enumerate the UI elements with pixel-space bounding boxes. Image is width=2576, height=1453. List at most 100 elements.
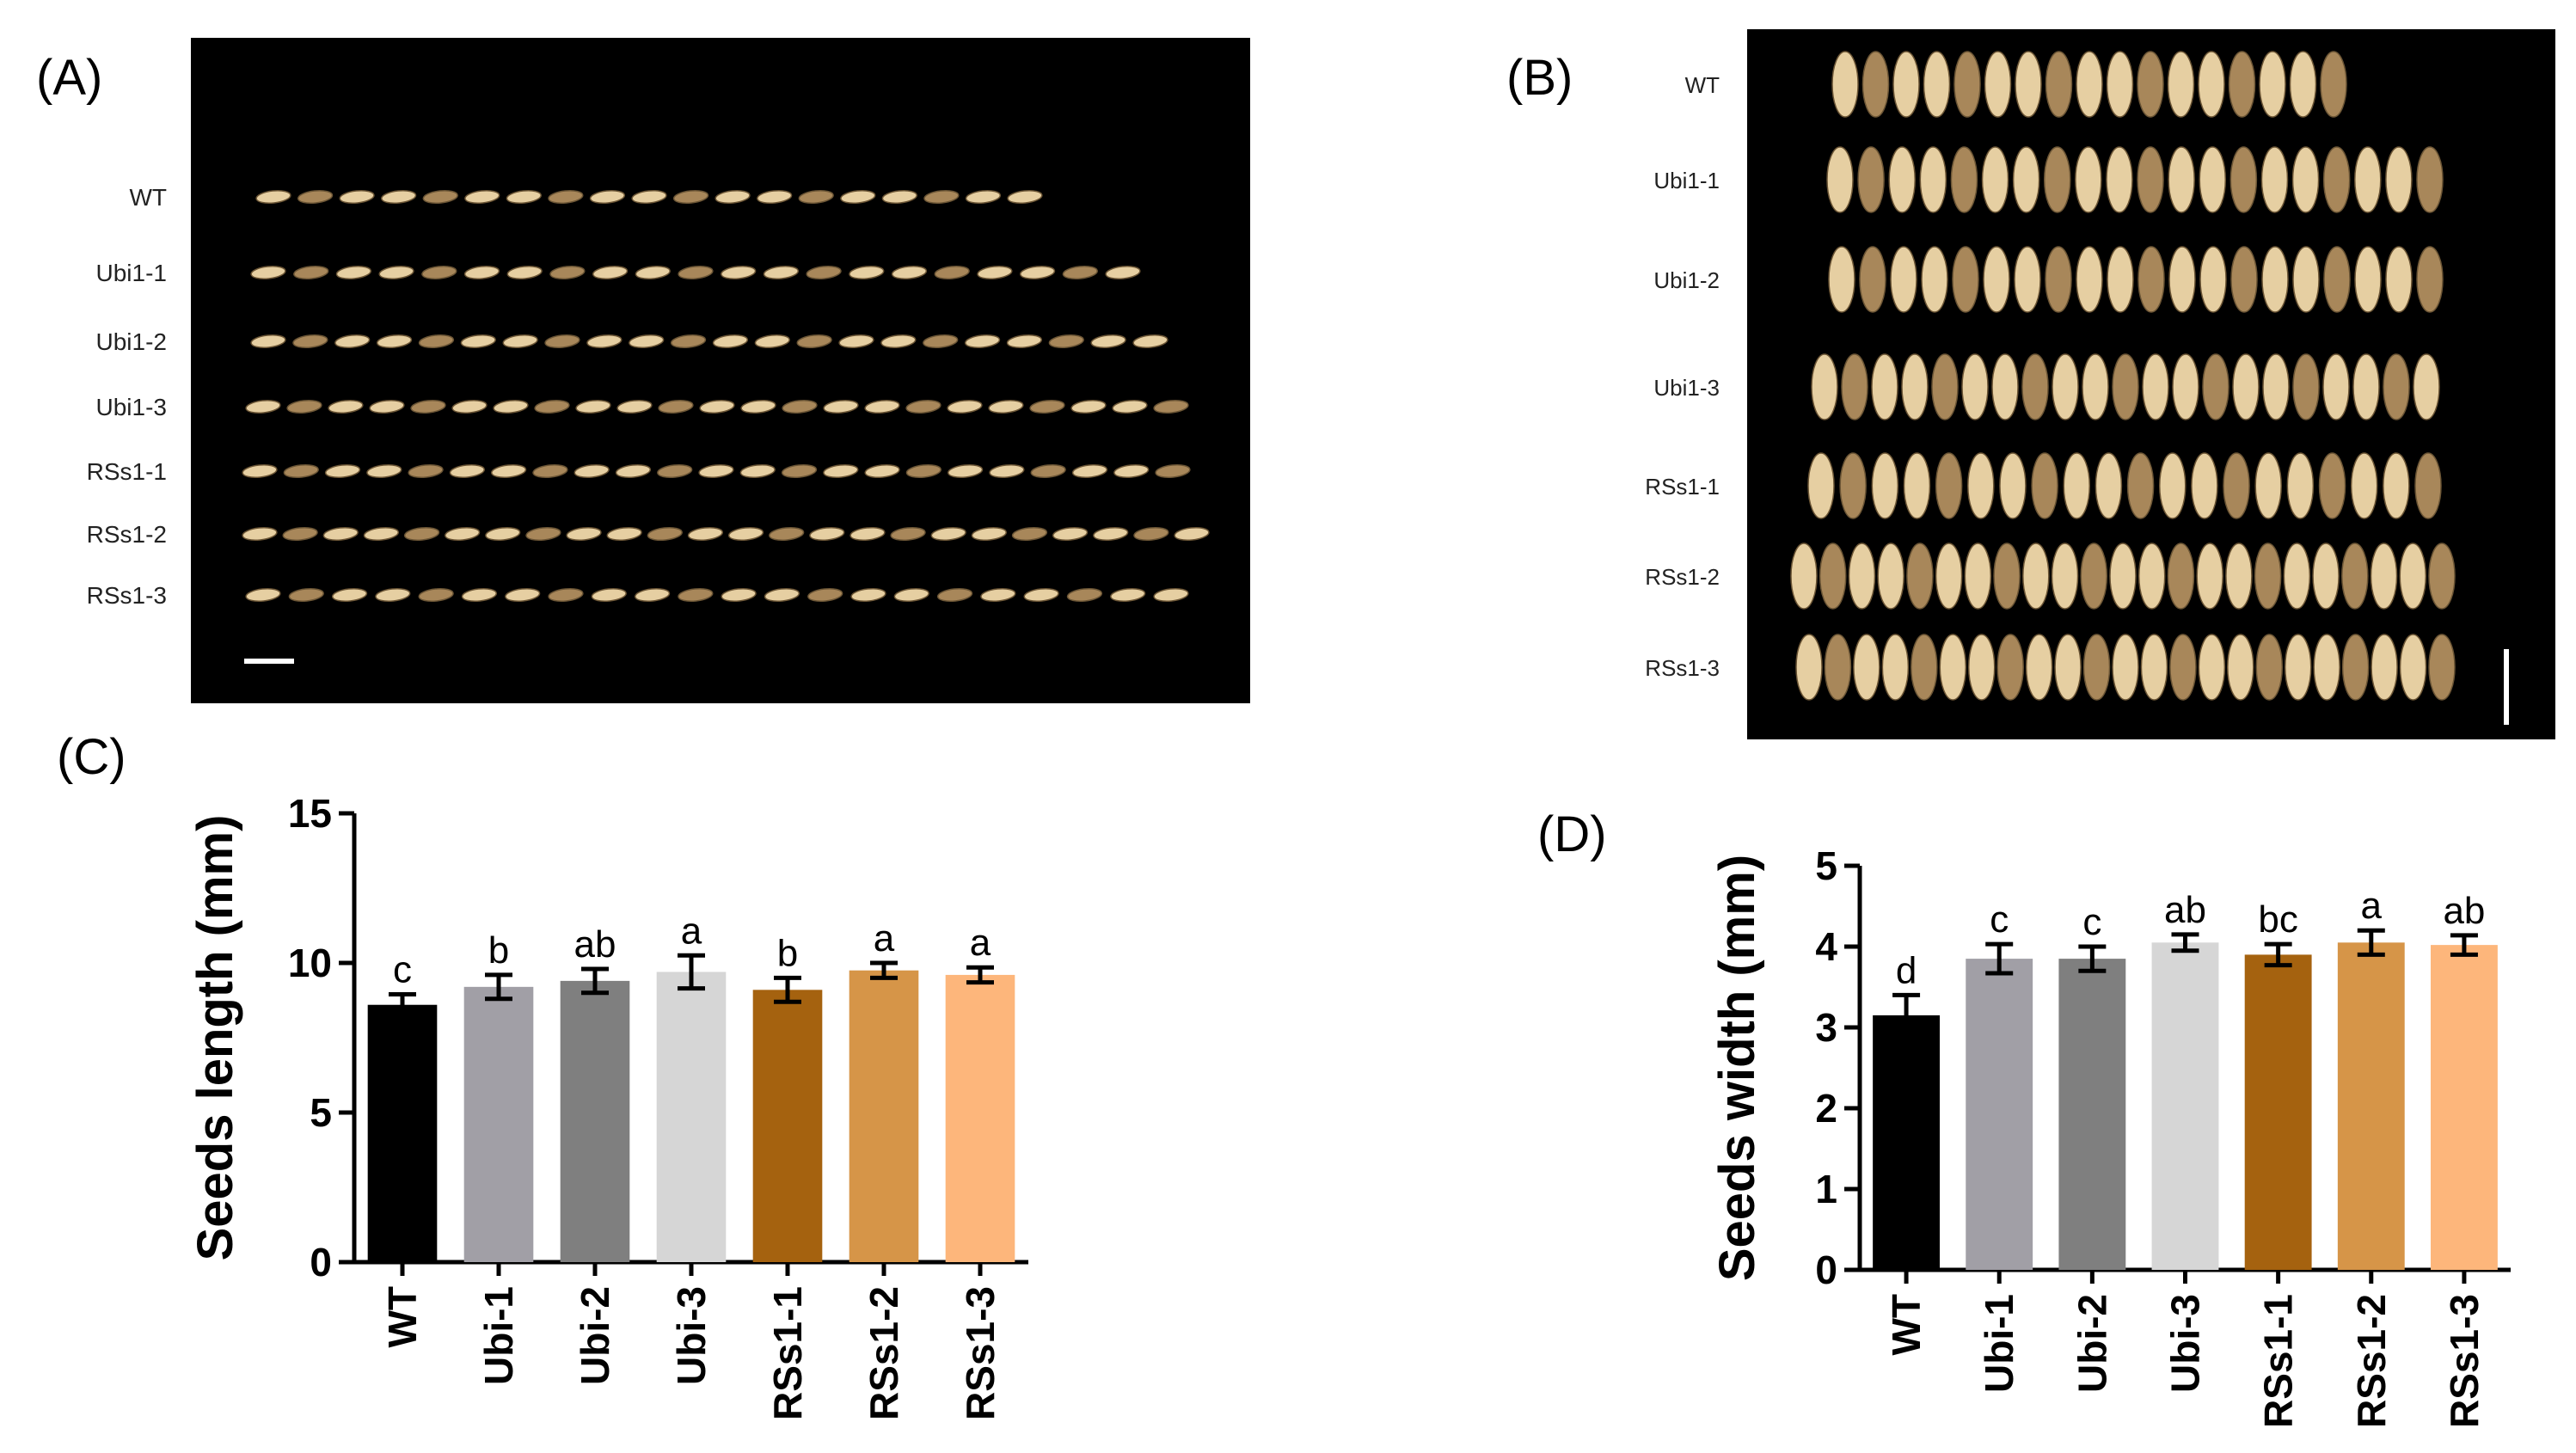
seed — [2352, 353, 2380, 420]
seed — [282, 526, 318, 542]
seed — [890, 526, 926, 542]
seed — [493, 399, 529, 414]
seed — [964, 334, 1001, 349]
y-tick-label: 1 — [1815, 1167, 1837, 1211]
seed — [1931, 353, 1959, 420]
seed — [408, 463, 444, 479]
seed — [2354, 246, 2382, 313]
seed — [2261, 246, 2289, 313]
significance-letter: bc — [2258, 898, 2297, 941]
x-tick-label: Ubi-2 — [2070, 1294, 2114, 1393]
bar-rss1-3 — [945, 974, 1015, 1262]
seed — [2191, 452, 2218, 519]
seed — [1993, 543, 2021, 610]
seed — [2082, 634, 2111, 701]
y-axis-label: Seeds width (mm) — [1709, 855, 1765, 1281]
seed — [591, 587, 627, 603]
seed — [2045, 51, 2073, 118]
seed — [485, 526, 521, 542]
seed — [2126, 452, 2155, 519]
scale-bar-a — [244, 659, 294, 664]
seed — [840, 189, 876, 205]
significance-letter: ab — [2443, 890, 2485, 932]
x-tick-label: RSs1-1 — [765, 1286, 810, 1420]
seed — [712, 334, 749, 349]
seed — [1890, 246, 1917, 313]
seed — [769, 526, 805, 542]
seed — [2262, 353, 2290, 420]
seed — [980, 587, 1016, 603]
seed — [1839, 452, 1867, 519]
seed — [2137, 51, 2164, 118]
y-tick-label: 5 — [310, 1090, 332, 1135]
seed — [449, 463, 486, 479]
seed — [977, 265, 1013, 280]
bar-rss1-2 — [2337, 942, 2405, 1270]
seed — [891, 265, 928, 280]
bar-ubi-3 — [2151, 942, 2219, 1270]
seed — [1819, 543, 1847, 610]
seed — [322, 526, 359, 542]
seed — [328, 399, 364, 414]
seed — [2012, 146, 2040, 213]
seed — [838, 334, 874, 349]
seed — [2137, 146, 2164, 213]
seed — [242, 463, 278, 479]
seed — [905, 463, 942, 479]
seed — [2383, 353, 2410, 420]
seed — [2322, 353, 2350, 420]
seed — [670, 334, 707, 349]
y-tick-label: 10 — [288, 941, 332, 985]
seed — [2107, 246, 2134, 313]
seed — [2289, 51, 2317, 118]
seed — [864, 399, 900, 414]
seed — [324, 463, 361, 479]
seed — [930, 526, 966, 542]
bar-ubi-2 — [560, 980, 630, 1262]
seed — [250, 334, 286, 349]
seed — [1921, 246, 1948, 313]
y-tick-label: 0 — [310, 1240, 332, 1284]
seed — [2318, 452, 2346, 519]
seed — [2292, 246, 2320, 313]
seed — [2169, 634, 2197, 701]
seed — [1048, 334, 1084, 349]
seed — [1853, 634, 1880, 701]
seed — [1967, 452, 1995, 519]
seed — [369, 399, 405, 414]
x-tick-label: Ubi-3 — [669, 1286, 714, 1385]
seed — [1935, 452, 1963, 519]
seed — [1062, 265, 1098, 280]
seed — [1824, 634, 1852, 701]
seed — [1881, 634, 1910, 701]
seed — [1967, 634, 1996, 701]
seed — [850, 587, 886, 603]
seed — [881, 189, 917, 205]
seed — [631, 189, 667, 205]
significance-letter: c — [1990, 898, 2009, 941]
seed — [634, 587, 671, 603]
seed — [2202, 353, 2229, 420]
panel-label-b: (B) — [1506, 50, 1573, 106]
panel-label-c: (C) — [57, 729, 126, 785]
seed — [1935, 543, 1963, 610]
seed — [548, 189, 584, 205]
seed — [1953, 51, 1981, 118]
seed — [739, 463, 776, 479]
seed — [2230, 246, 2258, 313]
seed — [506, 189, 542, 205]
seed — [573, 463, 610, 479]
seed — [549, 265, 586, 280]
seed — [781, 463, 818, 479]
bar-wt — [1873, 1015, 1941, 1270]
seed — [1859, 246, 1886, 313]
seed — [2014, 246, 2041, 313]
seed — [1981, 146, 2009, 213]
seed — [2196, 543, 2223, 610]
seed — [1029, 399, 1065, 414]
seed — [2341, 543, 2369, 610]
seed — [460, 334, 496, 349]
seed — [2031, 452, 2058, 519]
seed-row-label: Ubi1-1 — [96, 260, 167, 286]
seed-row-label: Ubi1-3 — [96, 394, 167, 420]
